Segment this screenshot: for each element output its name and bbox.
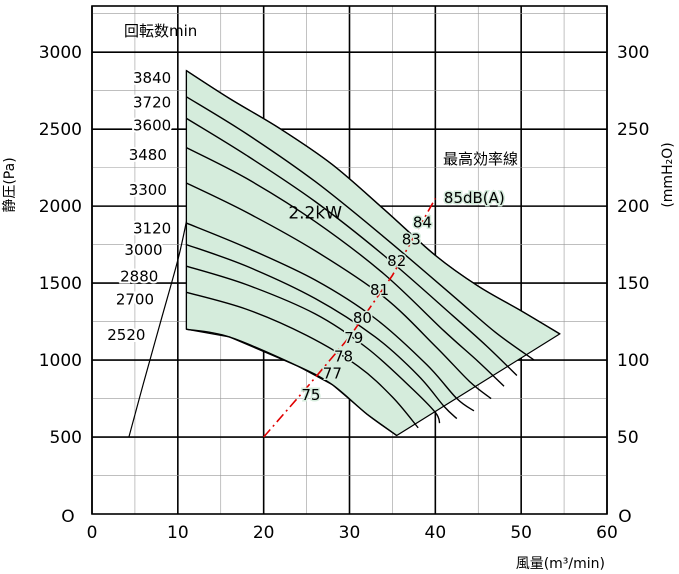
y-right-tick-label: 150 [617,274,649,294]
efficiency-line-label: 最高効率線 [443,150,518,168]
db-label: 85dB(A) [444,189,505,207]
speed-curve-3300 [186,182,492,400]
chart-labels: 0 10 20 30 40 50 60 500 1000 1500 2000 2500 3000 50 10… [2,22,676,572]
y-tick-label: 2000 [39,197,82,217]
y-right-tick-label: 250 [617,120,649,140]
x-axis-label: 風量(m³/min) [516,556,605,572]
speed-label: 3720 [133,93,171,111]
speed-label: 3600 [133,117,171,135]
speed-header-label: 回転数min [124,22,197,40]
x-tick-label: 30 [339,523,361,543]
operating-region [185,69,561,437]
origin-right-label: O [618,507,631,527]
speed-label: 3840 [133,69,171,87]
y-tick-label: 500 [50,428,82,448]
speed-label: 2520 [107,326,145,344]
x-tick-label: 10 [167,523,189,543]
speed-curve-3720 [186,96,535,361]
x-tick-label: 0 [87,523,98,543]
db-label: 80 [353,309,372,327]
speed-curve-3000 [186,243,458,420]
speed-curve-2700 [186,291,419,429]
y-tick-label: 3000 [39,43,82,63]
origin-left-label: O [61,507,74,527]
db-label: 84 [413,214,432,232]
grid [91,5,608,515]
speed-curve-3840 [186,70,561,335]
plot-frame [91,5,608,515]
speed-curves [128,70,561,438]
speed-curve-3600 [186,117,518,376]
y-axis-label: 静圧(Pa) [2,157,18,212]
x-tick-label: 60 [596,523,618,543]
speed-label: 3120 [133,220,171,238]
operating-region-fill [185,69,561,437]
db-label: 83 [402,230,421,248]
db-label: 75 [301,386,320,404]
speed-label: 3480 [129,146,167,164]
db-label: 78 [334,347,353,365]
speed-label: 3300 [129,181,167,199]
speed-label: 2880 [120,267,158,285]
y-tick-label: 1000 [39,351,82,371]
x-tick-label: 50 [510,523,532,543]
y-tick-label: 1500 [39,274,82,294]
speed-label: 2700 [116,290,154,308]
y-right-tick-label: 100 [617,351,649,371]
x-tick-label: 20 [253,523,275,543]
y-tick-label: 2500 [39,120,82,140]
db-label: 81 [370,281,389,299]
y-right-axis-label: (mmH₂O) [660,142,676,207]
y-right-tick-label: 50 [617,428,639,448]
efficiency-line [263,198,437,438]
db-label: 79 [344,329,363,347]
left-boundary-curve [128,221,188,438]
speed-label: 3000 [124,241,162,259]
power-label: 2.2kW [288,203,342,223]
x-tick-label: 40 [425,523,447,543]
y-right-tick-label: 200 [617,197,649,217]
db-label: 82 [387,252,406,270]
db-label: 77 [323,364,342,382]
speed-curve-2520 [186,328,398,437]
efficiency-line-group [263,198,437,438]
speed-curve-3120 [186,222,475,412]
speed-curve-3480 [186,147,505,387]
y-right-tick-label: 300 [617,43,649,63]
speed-curve-2880 [186,265,441,424]
